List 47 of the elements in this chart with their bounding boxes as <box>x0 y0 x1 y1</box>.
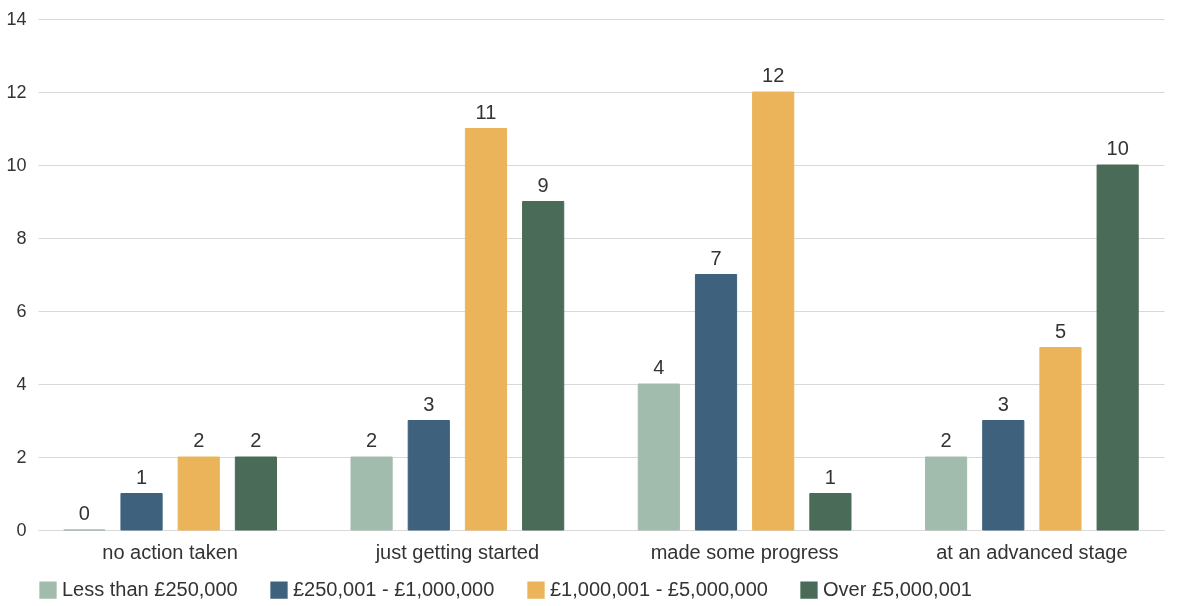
bar <box>350 456 393 531</box>
y-tick-label: 10 <box>6 154 27 175</box>
bar <box>752 91 795 531</box>
legend-label: £250,001 - £1,000,000 <box>293 578 495 601</box>
y-tick-label: 2 <box>16 446 27 467</box>
data-label: 3 <box>423 392 435 415</box>
bar <box>1096 164 1139 531</box>
x-tick-label: made some progress <box>650 540 839 563</box>
bar <box>407 420 450 531</box>
data-label: 3 <box>997 392 1009 415</box>
bar <box>694 274 738 531</box>
data-label: 10 <box>1106 137 1129 159</box>
data-label: 11 <box>475 100 497 123</box>
x-tick-label: at an advanced stage <box>936 540 1128 563</box>
bar <box>637 383 680 531</box>
y-tick-label: 12 <box>6 81 27 102</box>
bar <box>925 456 968 531</box>
bar <box>982 420 1025 531</box>
data-label: 2 <box>250 429 262 451</box>
data-label: 4 <box>653 356 665 378</box>
y-tick-label: 4 <box>16 373 27 394</box>
bar <box>120 493 163 531</box>
x-tick-label: just getting started <box>374 540 540 563</box>
bar <box>809 493 852 531</box>
y-tick-label: 14 <box>6 8 27 29</box>
bar <box>1039 347 1082 531</box>
data-label: 9 <box>537 173 549 196</box>
data-label: 5 <box>1054 319 1067 342</box>
data-label: 2 <box>193 429 205 451</box>
bar <box>522 201 565 531</box>
data-label: 1 <box>824 465 836 488</box>
legend-label: Less than £250,000 <box>62 578 238 601</box>
y-tick-label: 8 <box>16 227 27 248</box>
bar <box>464 128 508 531</box>
y-tick-label: 0 <box>16 519 27 540</box>
data-label: 12 <box>762 64 785 86</box>
data-label: 1 <box>135 465 148 488</box>
data-label: 2 <box>366 429 378 451</box>
data-label: 0 <box>78 502 90 524</box>
legend-label: Over £5,000,001 <box>823 578 972 601</box>
x-tick-label: no action taken <box>102 540 238 563</box>
data-label: 2 <box>940 429 952 451</box>
bar <box>177 456 220 531</box>
data-label: 7 <box>710 246 722 269</box>
y-tick-label: 6 <box>16 300 27 321</box>
bar <box>234 456 277 531</box>
legend-label: £1,000,001 - £5,000,000 <box>550 578 768 601</box>
